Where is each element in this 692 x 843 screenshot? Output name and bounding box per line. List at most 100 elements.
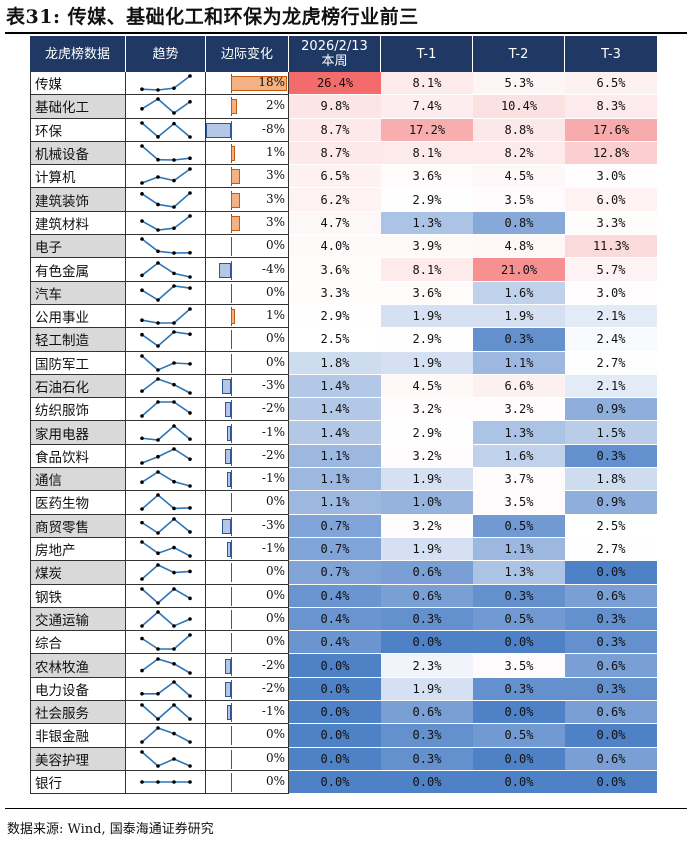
trend-point <box>156 691 160 696</box>
trend-point <box>140 273 144 277</box>
value-t3: 0.6% <box>565 584 657 608</box>
change-zero-line <box>231 703 232 723</box>
value-t3: 2.1% <box>565 374 657 399</box>
trend-point <box>188 570 192 574</box>
trend-line <box>141 587 191 604</box>
value-current: 0.7% <box>289 561 381 585</box>
trend-sparkline <box>126 235 206 259</box>
value-current: 0.4% <box>289 584 381 608</box>
table-row: 石油石化 -3% 1.4% 4.5% 6.6% 2.1% <box>30 374 657 399</box>
value-t3: 0.3% <box>565 444 657 469</box>
change-cell: -2% <box>206 444 289 469</box>
header-t3: T-3 <box>565 36 657 72</box>
trend-sparkline <box>126 421 206 445</box>
value-t2: 3.5% <box>473 491 565 515</box>
trend-point <box>140 636 144 641</box>
industry-name: 非银金融 <box>30 724 126 748</box>
trend-chart <box>140 656 192 675</box>
trend-point <box>156 344 160 349</box>
change-cell: 3% <box>206 211 289 236</box>
trend-point <box>188 529 192 534</box>
trend-point <box>188 617 192 621</box>
trend-point <box>140 586 144 591</box>
change-value: 3% <box>265 168 285 183</box>
value-t2: 5.3% <box>473 72 565 96</box>
trend-sparkline <box>126 258 206 282</box>
trend-sparkline <box>126 374 206 399</box>
change-value: 0% <box>265 331 285 346</box>
trend-point <box>156 470 160 474</box>
change-value: 0% <box>265 587 285 602</box>
industry-name: 综合 <box>30 631 126 655</box>
industry-name: 房地产 <box>30 537 126 562</box>
trend-point <box>188 361 192 366</box>
value-t1: 0.6% <box>381 584 473 608</box>
trend-point <box>140 520 144 525</box>
trend-sparkline <box>126 95 206 119</box>
trend-point <box>172 226 176 230</box>
trend-line <box>141 355 191 371</box>
trend-line <box>141 610 191 627</box>
change-zero-line <box>231 237 232 257</box>
header-t1: T-1 <box>381 36 473 72</box>
trend-chart <box>140 330 192 349</box>
value-t2: 10.4% <box>473 95 565 119</box>
table-row: 环保 -8% 8.7% 17.2% 8.8% 17.6% <box>30 118 657 142</box>
trend-point <box>140 353 144 358</box>
trend-point <box>172 732 176 736</box>
trend-point <box>172 480 176 484</box>
value-t1: 8.1% <box>381 141 473 166</box>
industry-name: 环保 <box>30 118 126 142</box>
trend-point <box>156 493 160 498</box>
trend-chart <box>140 749 192 768</box>
trend-line <box>141 424 191 441</box>
trend-point <box>140 480 144 485</box>
trend-point <box>140 780 144 784</box>
change-zero-line <box>231 493 232 513</box>
value-t3: 3.0% <box>565 165 657 189</box>
change-cell: 0% <box>206 281 289 305</box>
trend-point <box>140 191 144 196</box>
change-cell: 0% <box>206 607 289 632</box>
change-bar-positive <box>231 76 287 92</box>
trend-point <box>140 749 144 754</box>
change-cell: 3% <box>206 165 289 189</box>
value-current: 1.4% <box>289 421 381 445</box>
trend-point <box>188 740 192 745</box>
industry-name: 石油石化 <box>30 374 126 399</box>
trend-point <box>188 74 192 78</box>
change-bar-positive <box>231 169 241 185</box>
trend-point <box>188 411 192 416</box>
table-row: 农林牧渔 -2% 0.0% 2.3% 3.5% 0.6% <box>30 654 657 678</box>
value-t3: 2.5% <box>565 514 657 538</box>
table-row: 美容护理 0% 0.0% 0.3% 0.0% 0.6% <box>30 747 657 771</box>
change-cell: 1% <box>206 304 289 329</box>
change-zero-line <box>231 773 232 793</box>
trend-point <box>156 717 160 721</box>
trend-chart <box>140 470 192 488</box>
value-t3: 0.6% <box>565 701 657 725</box>
value-t2: 0.3% <box>473 584 565 608</box>
value-t3: 1.5% <box>565 421 657 445</box>
trend-line <box>141 564 191 580</box>
change-bar-negative <box>224 402 231 418</box>
trend-point <box>140 461 144 465</box>
trend-sparkline <box>126 211 206 236</box>
value-current: 0.0% <box>289 724 381 748</box>
trend-sparkline <box>126 118 206 142</box>
trend-point <box>140 507 144 512</box>
trend-point <box>156 377 160 381</box>
bottom-rule <box>5 808 687 809</box>
trend-point <box>140 577 144 582</box>
table-row: 银行 0% 0.0% 0.0% 0.0% 0.0% <box>30 770 657 795</box>
industry-name: 国防军工 <box>30 351 126 375</box>
header-current: 2026/2/13 本周 <box>289 36 381 72</box>
table-row: 通信 -1% 1.1% 1.9% 3.7% 1.8% <box>30 468 657 492</box>
trend-sparkline <box>126 584 206 608</box>
trend-line <box>141 447 191 464</box>
trend-point <box>172 516 176 521</box>
value-t1: 0.3% <box>381 724 473 748</box>
change-value: -1% <box>261 704 285 719</box>
trend-point <box>140 318 144 323</box>
trend-point <box>140 691 144 696</box>
